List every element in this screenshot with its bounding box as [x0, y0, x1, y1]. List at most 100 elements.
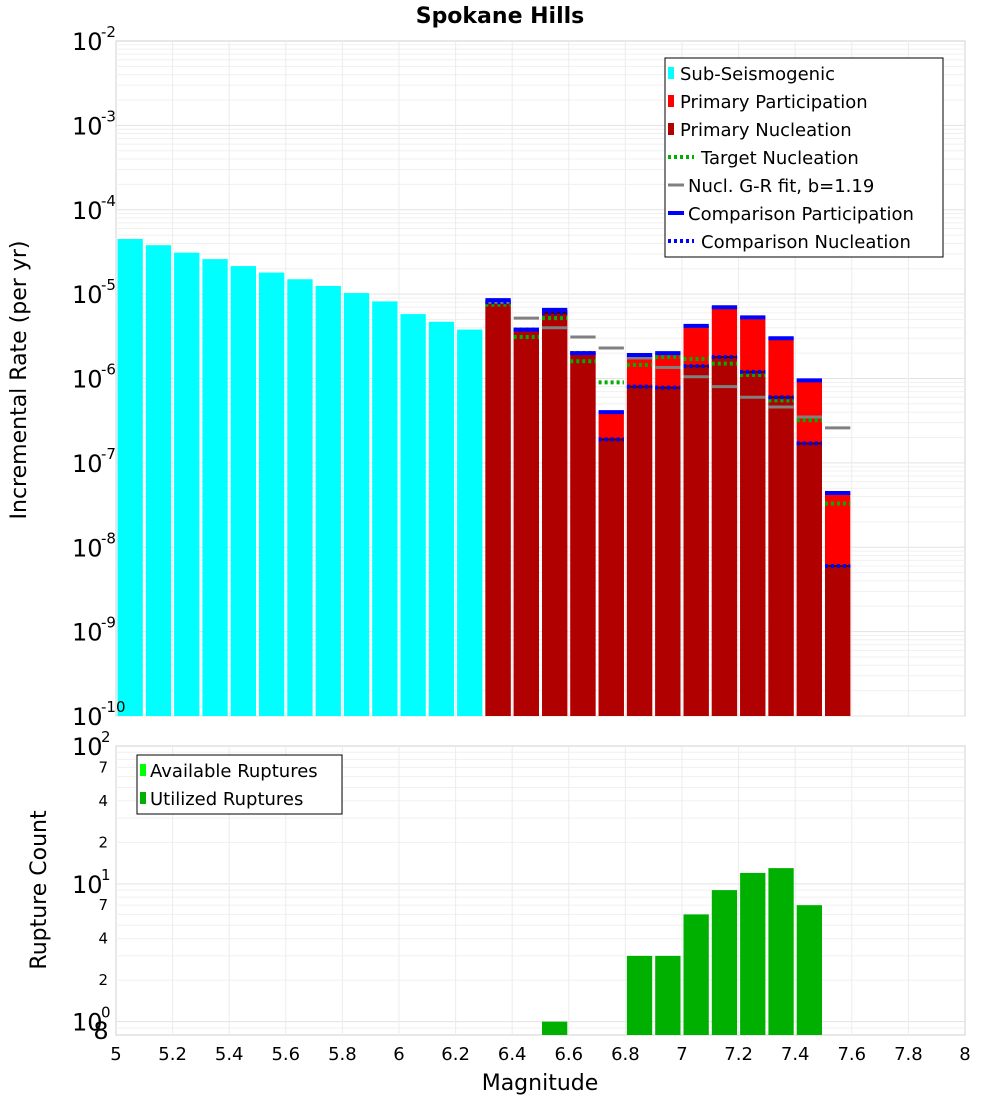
y-tick-label: 10	[72, 28, 103, 56]
bar-primary-nucleation	[740, 371, 766, 716]
legend-swatch-primary-nucleation	[668, 123, 674, 135]
y-tick-exponent: 1	[101, 866, 111, 884]
x-tick-label: 5.4	[215, 1044, 244, 1065]
y-tick-exponent: -3	[101, 107, 116, 125]
bar-sub-seismogenic	[287, 279, 313, 716]
bar-utilized-ruptures	[768, 868, 794, 1035]
x-tick-label: 7	[676, 1044, 687, 1065]
bar-sub-seismogenic	[343, 293, 370, 716]
bar-primary-nucleation	[683, 366, 709, 716]
x-tick-label: 8	[959, 1044, 970, 1065]
bar-sub-seismogenic	[117, 239, 143, 716]
y-tick-label: 10	[72, 733, 103, 761]
y-minor-tick-label: 7	[98, 758, 108, 776]
y-tick-exponent: -5	[101, 276, 116, 294]
x-tick-label: 5.6	[271, 1044, 300, 1065]
bar-sub-seismogenic	[202, 259, 228, 716]
bar-utilized-ruptures	[683, 914, 709, 1035]
y-tick-label: 10	[72, 703, 103, 731]
y-minor-tick-label: 8	[93, 1017, 108, 1045]
y-tick-label: 10	[72, 871, 103, 899]
legend-label-utilized-ruptures: Utilized Ruptures	[150, 789, 303, 810]
y-tick-label: 10	[72, 619, 103, 647]
y-minor-tick-label: 2	[98, 833, 108, 851]
y-minor-tick-label: 7	[98, 896, 108, 914]
y-tick-exponent: -2	[101, 23, 116, 41]
legend-swatch-sub-seismogenic	[668, 67, 674, 79]
y-tick-label: 10	[72, 281, 103, 309]
top-lines	[485, 298, 851, 568]
x-tick-label: 7.6	[837, 1044, 866, 1065]
x-tick-label: 6.6	[554, 1044, 583, 1065]
legend-label-primary-nucleation: Primary Nucleation	[680, 120, 852, 141]
bar-sub-seismogenic	[428, 321, 455, 716]
chart-title: Spokane Hills	[416, 4, 585, 29]
bar-primary-nucleation	[626, 386, 653, 716]
y-tick-exponent: -9	[101, 614, 116, 632]
y-tick-label: 10	[72, 450, 103, 478]
y-tick-exponent: 0	[101, 1004, 111, 1022]
x-tick-label: 7.8	[894, 1044, 923, 1065]
bar-primary-nucleation	[711, 356, 738, 716]
x-tick-labels: 5 5.2 5.4 5.6 5.8 6 6.2 6.4 6.6 6.8 7 7.2 7.4 7.6 7.8 8	[110, 1044, 970, 1065]
top-y-axis-label: Incremental Rate (per yr)	[7, 241, 32, 520]
x-tick-label: 5	[110, 1044, 121, 1065]
bar-primary-nucleation	[598, 439, 624, 716]
bar-utilized-ruptures	[740, 872, 766, 1035]
bar-primary-nucleation	[655, 387, 681, 716]
bar-sub-seismogenic	[145, 245, 172, 717]
legend-label-sub-seismogenic: Sub-Seismogenic	[680, 64, 835, 85]
x-tick-label: 6	[393, 1044, 404, 1065]
x-tick-label: 5.8	[328, 1044, 357, 1065]
top-legend: Sub-Seismogenic Primary Participation Pr…	[664, 57, 944, 258]
bar-primary-nucleation	[542, 312, 568, 716]
bar-utilized-ruptures	[655, 955, 681, 1035]
bar-primary-nucleation	[796, 443, 822, 716]
y-tick-label: 10	[72, 534, 103, 562]
y-tick-label: 10	[72, 112, 103, 140]
bottom-y-axis-label: Rupture Count	[27, 810, 52, 970]
legend-label-comparison-nucleation: Comparison Nucleation	[701, 232, 911, 253]
bar-sub-seismogenic	[230, 266, 256, 716]
bar-primary-nucleation	[768, 397, 794, 716]
legend-swatch-utilized-ruptures	[140, 792, 146, 804]
y-tick-label: 10	[72, 197, 103, 225]
bottom-grid	[116, 746, 965, 1035]
bar-sub-seismogenic	[457, 329, 483, 716]
top-bars	[117, 239, 851, 717]
y-minor-tick-label: 4	[98, 792, 108, 810]
y-tick-exponent: 2	[101, 728, 111, 746]
bar-sub-seismogenic	[174, 252, 200, 716]
bar-sub-seismogenic	[315, 285, 341, 716]
bar-utilized-ruptures	[626, 955, 653, 1035]
legend-swatch-primary-participation	[668, 95, 674, 107]
legend-swatch-available-ruptures	[140, 764, 146, 776]
y-tick-exponent: -4	[101, 192, 116, 210]
y-minor-tick-label: 4	[98, 930, 108, 948]
legend-label-comparison-participation: Comparison Participation	[688, 204, 914, 225]
x-tick-label: 6.2	[441, 1044, 470, 1065]
bar-utilized-ruptures	[542, 1021, 568, 1035]
x-tick-label: 6.8	[611, 1044, 640, 1065]
y-tick-exponent: -8	[101, 529, 116, 547]
bar-primary-nucleation	[513, 329, 539, 716]
legend-label-available-ruptures: Available Ruptures	[150, 761, 318, 782]
bar-primary-nucleation	[485, 302, 511, 716]
bar-primary-nucleation	[570, 353, 596, 716]
x-tick-label: 7.4	[781, 1044, 810, 1065]
x-tick-label: 5.2	[158, 1044, 187, 1065]
bar-sub-seismogenic	[372, 301, 398, 716]
bar-utilized-ruptures	[711, 890, 738, 1035]
x-tick-label: 7.2	[724, 1044, 753, 1065]
y-minor-tick-label: 2	[98, 971, 108, 989]
x-tick-label: 6.4	[498, 1044, 527, 1065]
y-tick-label: 10	[72, 366, 103, 394]
bar-utilized-ruptures	[796, 905, 822, 1035]
y-tick-exponent: -10	[101, 698, 126, 716]
bar-sub-seismogenic	[400, 314, 426, 716]
x-axis-label: Magnitude	[482, 1071, 599, 1096]
bottom-legend: Available Ruptures Utilized Ruptures	[136, 754, 343, 815]
